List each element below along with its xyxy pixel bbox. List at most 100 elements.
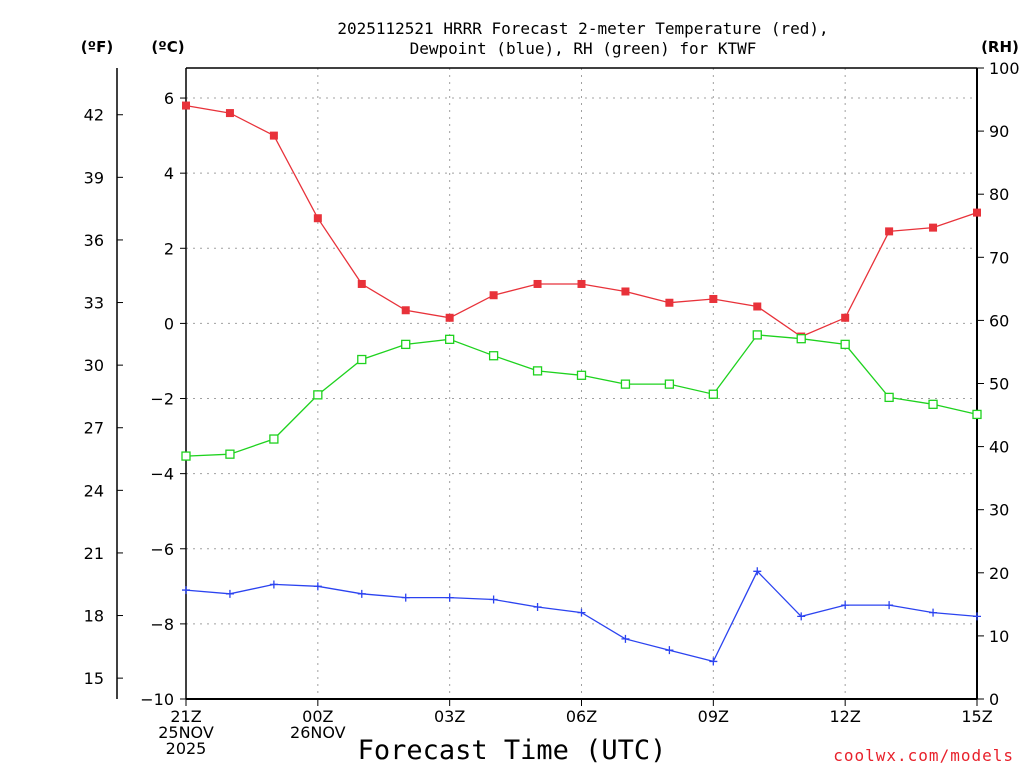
temperature-point (841, 313, 850, 322)
celsius-tick-label: −10 (140, 690, 174, 709)
celsius-tick-label: 4 (164, 164, 174, 183)
rh-tick-label: 10 (989, 627, 1009, 646)
dewpoint-point (489, 595, 498, 604)
temperature-point (225, 109, 234, 118)
temperature-point (929, 223, 938, 232)
temperature-line (185, 104, 978, 338)
celsius-tick-label: 2 (164, 239, 174, 258)
dewpoint-point (225, 589, 234, 598)
rh-point (401, 339, 411, 350)
x-tick-label: 12Z (830, 707, 861, 726)
rh-point (664, 379, 675, 389)
dewpoint-point (445, 593, 454, 602)
dewpoint-point (929, 608, 938, 617)
rh-point (796, 334, 806, 344)
rh-point (313, 390, 323, 400)
dewpoint-point (533, 602, 542, 611)
rh-point (357, 354, 367, 365)
temperature-point (577, 279, 586, 288)
axes: −10−8−6−4−202461518212427303336394201020… (84, 59, 1020, 758)
rh-point (269, 434, 279, 444)
rh-tick-label: 100 (989, 59, 1020, 78)
temperature-point (709, 294, 718, 303)
dewpoint-point (885, 601, 894, 610)
dewpoint-point (401, 593, 410, 602)
dewpoint-point (973, 612, 981, 621)
dewpoint-point (753, 567, 762, 576)
rh-point (752, 330, 762, 340)
rh-tick-label: 40 (989, 438, 1009, 457)
rh-point (928, 399, 938, 409)
temperature-point (401, 306, 410, 315)
rh-point (181, 451, 191, 461)
rh-point (708, 389, 718, 399)
rh-point (445, 334, 455, 344)
rh-point (884, 392, 894, 403)
fahrenheit-tick-label: 42 (84, 106, 104, 125)
x-tick-label: 26NOV (290, 723, 346, 742)
chart-title-line-2: Dewpoint (blue), RH (green) for KTWF (410, 39, 757, 58)
temperature-point (665, 298, 674, 307)
fahrenheit-tick-label: 15 (84, 669, 104, 688)
dewpoint-point (577, 608, 586, 617)
dewpoint-point (269, 580, 278, 589)
chart-title-line-1: 2025112521 HRRR Forecast 2-meter Tempera… (337, 19, 828, 38)
rh-point (488, 351, 499, 361)
dewpoint-point (665, 646, 674, 655)
rh-tick-label: 70 (989, 248, 1009, 267)
grid-lines (186, 68, 977, 699)
rh-tick-label: 50 (989, 375, 1009, 394)
source-credit: coolwx.com/models (833, 746, 1014, 765)
celsius-tick-label: −6 (150, 540, 174, 559)
temperature-point (182, 101, 190, 110)
celsius-tick-label: 0 (164, 314, 174, 333)
x-tick-label: 25NOV (158, 723, 214, 742)
rh-point (840, 339, 850, 350)
fahrenheit-tick-label: 39 (84, 168, 104, 187)
dewpoint-point (357, 589, 366, 598)
dewpoint-point (709, 657, 718, 666)
rh-tick-label: 80 (989, 185, 1009, 204)
temperature-point (445, 313, 454, 322)
data-series (181, 101, 982, 666)
rh-tick-label: 0 (989, 690, 999, 709)
dewpoint-point (182, 586, 190, 595)
temperature-point (313, 214, 322, 223)
temperature-point (269, 131, 278, 140)
temperature-point (533, 279, 542, 288)
rh-point (620, 379, 631, 389)
rh-point (225, 449, 235, 459)
celsius-tick-label: −2 (150, 390, 174, 409)
dewpoint-point (797, 612, 806, 621)
rh-axis-label: (RH) (981, 38, 1019, 56)
dewpoint-point (621, 634, 630, 643)
fahrenheit-tick-label: 36 (84, 231, 104, 250)
temperature-point (973, 208, 981, 217)
fahrenheit-tick-label: 18 (84, 607, 104, 626)
x-axis-title: Forecast Time (UTC) (358, 735, 667, 766)
fahrenheit-tick-label: 24 (84, 481, 104, 500)
temperature-point (489, 291, 498, 300)
rh-tick-label: 60 (989, 311, 1009, 330)
temperature-point (357, 279, 366, 288)
x-tick-label: 00Z (302, 707, 333, 726)
dewpoint-point (313, 582, 322, 591)
x-tick-label: 15Z (961, 707, 992, 726)
rh-point (972, 409, 982, 420)
rh-tick-label: 30 (989, 501, 1009, 520)
rh-point (576, 370, 587, 380)
fahrenheit-axis-label: (ºF) (81, 38, 113, 56)
temperature-point (753, 302, 762, 311)
fahrenheit-tick-label: 21 (84, 544, 104, 563)
rh-point (532, 366, 543, 376)
celsius-tick-label: −8 (150, 615, 174, 634)
fahrenheit-tick-label: 33 (84, 294, 104, 313)
celsius-tick-label: −4 (150, 465, 174, 484)
x-tick-label: 21Z (170, 707, 201, 726)
celsius-axis-label: (ºC) (151, 38, 184, 56)
x-tick-label: 09Z (698, 707, 729, 726)
dewpoint-point (841, 601, 850, 610)
rh-tick-label: 20 (989, 564, 1009, 583)
rh-line (185, 334, 978, 457)
